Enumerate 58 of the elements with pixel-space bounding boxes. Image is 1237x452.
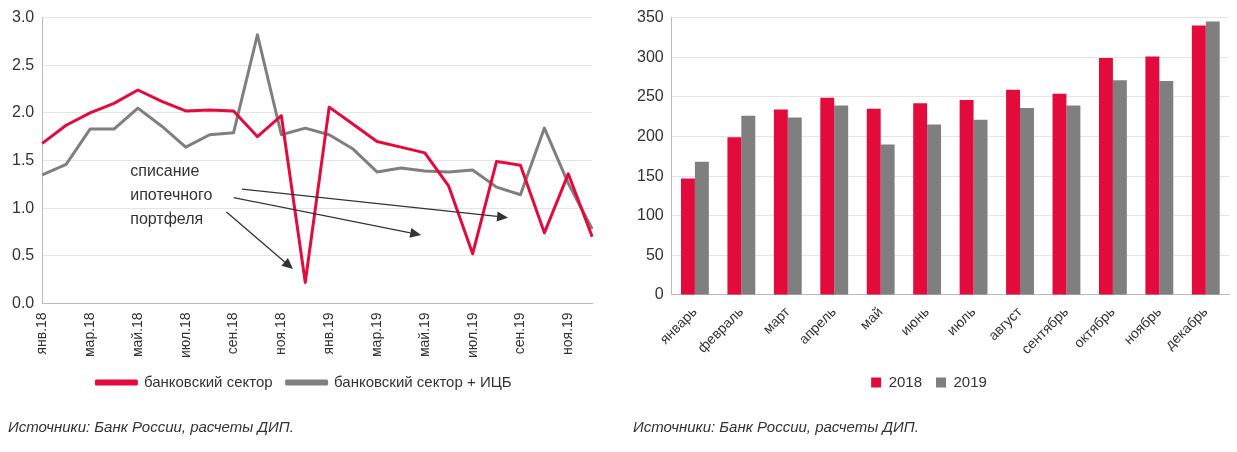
bar bbox=[1159, 81, 1174, 295]
bar bbox=[787, 117, 802, 295]
x-tick-label: мар.19 bbox=[367, 312, 384, 358]
bar bbox=[694, 161, 709, 295]
y-tick-label: 3.0 bbox=[11, 8, 35, 26]
bar bbox=[680, 178, 695, 295]
legend-label: банковский сектор + ИЦБ bbox=[334, 372, 512, 390]
bar bbox=[773, 109, 788, 295]
bar bbox=[1145, 56, 1160, 295]
bar bbox=[1020, 107, 1034, 295]
x-tick-label: июл.19 bbox=[463, 312, 480, 359]
y-tick-label: 0.0 bbox=[11, 293, 35, 311]
bar bbox=[959, 100, 974, 295]
y-tick-label: 300 bbox=[636, 47, 664, 65]
y-tick-label: 350 bbox=[636, 8, 664, 26]
bar bbox=[1112, 80, 1127, 295]
y-tick-label: 0 bbox=[654, 285, 664, 303]
y-tick-label: 200 bbox=[636, 126, 664, 144]
y-tick-label: 250 bbox=[636, 87, 664, 105]
legend-label: банковский сектор bbox=[143, 372, 273, 390]
y-tick-label: 2.5 bbox=[11, 55, 35, 73]
y-tick-label: 2.0 bbox=[11, 103, 35, 121]
bar bbox=[727, 137, 742, 295]
x-tick-label: мар.18 bbox=[80, 312, 97, 358]
y-tick-label: 50 bbox=[645, 245, 664, 263]
y-tick-label: 1.0 bbox=[11, 198, 35, 216]
bar bbox=[1006, 89, 1021, 295]
bar bbox=[973, 119, 988, 295]
x-tick-label: сен.19 bbox=[511, 312, 528, 355]
x-tick-label: янв.19 bbox=[320, 312, 337, 355]
bar bbox=[1205, 21, 1220, 295]
legend-label: 2018 bbox=[888, 372, 923, 390]
text: Источники: Банк России, расчеты ДИП. bbox=[8, 418, 294, 435]
x-tick-label: янв.18 bbox=[33, 312, 50, 355]
bar bbox=[913, 103, 928, 295]
bar bbox=[820, 97, 835, 295]
bar bbox=[1098, 58, 1113, 295]
bar bbox=[1052, 93, 1067, 295]
x-tick-label: ноя.18 bbox=[272, 312, 289, 355]
x-tick-label: май.19 bbox=[415, 312, 432, 358]
bar bbox=[1066, 105, 1081, 295]
legend-label: 2019 bbox=[953, 372, 987, 390]
y-tick-label: 1.5 bbox=[11, 150, 35, 168]
x-tick-label: сен.18 bbox=[224, 312, 241, 355]
bar bbox=[834, 105, 849, 295]
x-tick-label: июл.18 bbox=[176, 312, 193, 359]
annotation: списание ипотечного портфеля bbox=[130, 162, 213, 227]
bar bbox=[866, 108, 881, 295]
bar bbox=[1191, 25, 1206, 295]
bar bbox=[880, 144, 895, 295]
y-tick-label: 0.5 bbox=[11, 246, 35, 264]
y-tick-label: 150 bbox=[636, 166, 664, 184]
bar bbox=[927, 124, 942, 295]
x-tick-label: май.18 bbox=[128, 312, 145, 358]
bar bbox=[741, 115, 756, 295]
x-tick-label: ноя.19 bbox=[559, 312, 576, 355]
text: Источники: Банк России, расчеты ДИП. bbox=[633, 418, 919, 435]
y-tick-label: 100 bbox=[636, 206, 664, 224]
